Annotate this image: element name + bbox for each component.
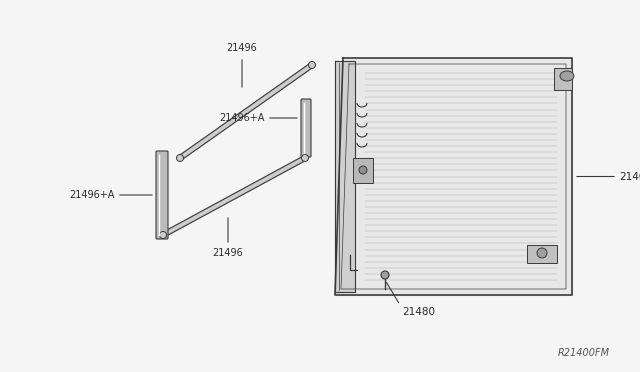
Bar — [554, 68, 572, 90]
Polygon shape — [335, 58, 572, 295]
Text: 21496+A: 21496+A — [220, 113, 265, 123]
FancyBboxPatch shape — [301, 99, 311, 157]
Text: R21400FM: R21400FM — [558, 348, 610, 358]
Circle shape — [537, 248, 547, 258]
Text: 21496: 21496 — [227, 43, 257, 53]
FancyBboxPatch shape — [156, 151, 168, 239]
Text: 21400: 21400 — [619, 171, 640, 182]
Text: 21496+A: 21496+A — [70, 190, 115, 200]
Bar — [353, 158, 373, 183]
Circle shape — [177, 154, 184, 161]
Circle shape — [308, 61, 316, 68]
Circle shape — [301, 154, 308, 161]
Ellipse shape — [560, 71, 574, 81]
Polygon shape — [162, 156, 306, 237]
Polygon shape — [335, 61, 355, 292]
Bar — [527, 245, 557, 263]
Text: 21480: 21480 — [402, 307, 435, 317]
Circle shape — [381, 271, 389, 279]
Circle shape — [359, 166, 367, 174]
Polygon shape — [179, 63, 314, 160]
Circle shape — [159, 231, 166, 238]
Text: 21496: 21496 — [212, 248, 243, 258]
